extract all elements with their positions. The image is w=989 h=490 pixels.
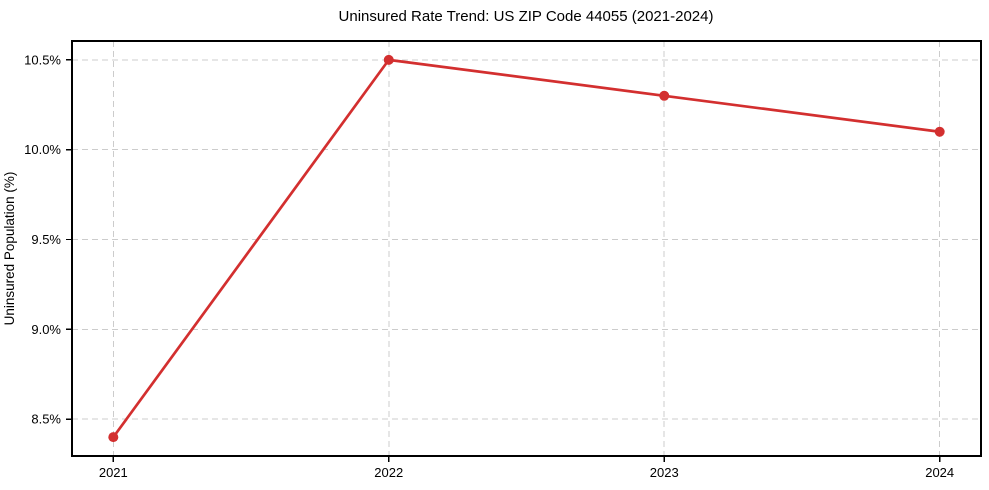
y-tick-label: 9.0% [31,322,61,337]
data-point-2023 [659,90,670,101]
data-point-2022 [383,54,394,65]
data-point-2024 [934,126,945,137]
chart-title: Uninsured Rate Trend: US ZIP Code 44055 … [339,8,714,25]
series-line-uninsured-rate [111,58,942,439]
grid-layer [72,41,981,456]
data-point-2021 [108,432,119,443]
series-layer [108,54,945,443]
x-tick-label: 2024 [925,465,954,480]
y-tick-label: 10.0% [24,142,61,157]
plot-border [71,40,982,457]
y-axis-title: Uninsured Population (%) [2,172,17,326]
x-tick-label: 2023 [650,465,679,480]
y-tick-label: 9.5% [31,232,61,247]
x-tick-label: 2022 [374,465,403,480]
tick-layer: 8.5% 9.0% 9.5% 10.0% 10.5% 2021 2022 2023 2024 [24,52,954,480]
y-tick-label: 8.5% [31,412,61,427]
x-tick-label: 2021 [99,465,128,480]
y-tick-label: 10.5% [24,52,61,67]
